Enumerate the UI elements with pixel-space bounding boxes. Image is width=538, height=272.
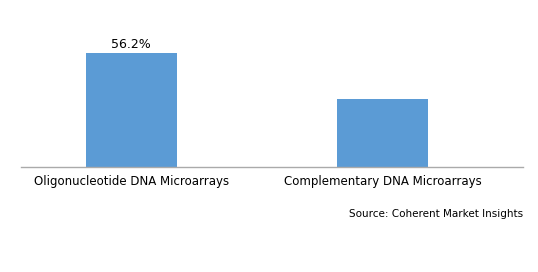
Bar bbox=[86, 53, 176, 166]
Text: 56.2%: 56.2% bbox=[111, 38, 151, 51]
Text: Source: Coherent Market Insights: Source: Coherent Market Insights bbox=[349, 209, 523, 219]
Bar bbox=[337, 99, 428, 166]
